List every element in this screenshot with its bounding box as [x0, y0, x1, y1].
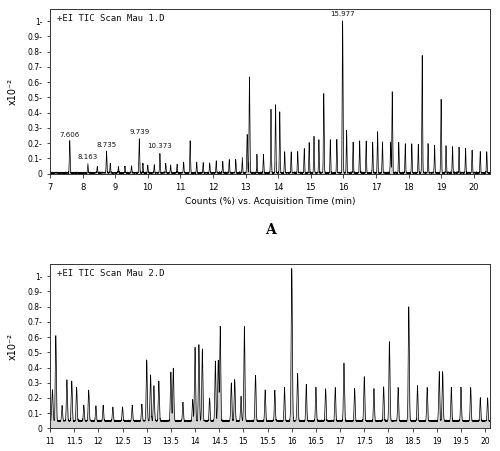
Text: A: A [264, 223, 276, 237]
Text: x10⁻²: x10⁻² [8, 333, 18, 360]
X-axis label: Counts (%) vs. Acquisition Time (min): Counts (%) vs. Acquisition Time (min) [185, 197, 355, 206]
Text: 10.373: 10.373 [148, 143, 172, 149]
Text: 9.739: 9.739 [129, 129, 150, 135]
Text: x10⁻²: x10⁻² [8, 78, 18, 105]
Text: +EI TIC Scan Mau 2.D: +EI TIC Scan Mau 2.D [56, 269, 164, 278]
Text: 8.163: 8.163 [78, 154, 98, 160]
Text: 8.735: 8.735 [96, 142, 116, 147]
Text: 15.977: 15.977 [330, 11, 355, 18]
Text: 7.606: 7.606 [60, 132, 80, 138]
Text: +EI TIC Scan Mau 1.D: +EI TIC Scan Mau 1.D [56, 14, 164, 23]
